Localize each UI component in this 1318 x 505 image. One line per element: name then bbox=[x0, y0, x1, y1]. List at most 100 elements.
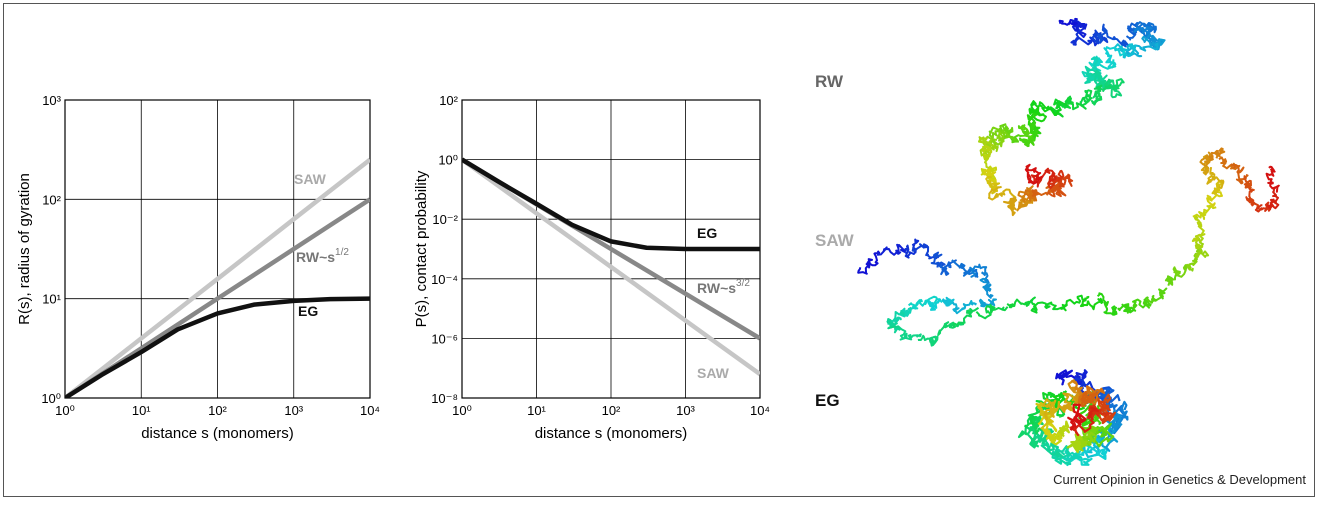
series-exponent: 3/2 bbox=[736, 278, 750, 289]
panel-label: EG bbox=[815, 391, 840, 410]
x-tick-label: 10³ bbox=[676, 403, 695, 418]
y-tick-label: 10⁻² bbox=[432, 212, 458, 227]
polymer-segment bbox=[944, 298, 977, 315]
polymer-segment bbox=[1059, 294, 1087, 312]
polymer-segment bbox=[1091, 69, 1108, 87]
polymer-segment bbox=[1164, 272, 1178, 286]
x-tick-label: 10¹ bbox=[132, 403, 151, 418]
y-tick-label: 10¹ bbox=[42, 292, 61, 307]
polymer-segment bbox=[1024, 163, 1044, 185]
x-axis-label: distance s (monomers) bbox=[535, 425, 688, 442]
x-tick-label: 10⁴ bbox=[360, 403, 380, 418]
y-tick-label: 10² bbox=[42, 192, 61, 207]
y-tick-label: 10⁰ bbox=[41, 391, 61, 406]
x-tick-label: 10³ bbox=[284, 403, 303, 418]
polymer-segment bbox=[982, 168, 997, 185]
polymer-segment bbox=[1266, 187, 1280, 210]
polymer-segment bbox=[1096, 292, 1118, 316]
x-tick-label: 10² bbox=[208, 403, 227, 418]
polymer-segment bbox=[1211, 179, 1224, 195]
polymer-segment bbox=[1003, 197, 1018, 217]
polymer-segment bbox=[1103, 46, 1125, 69]
polymer-segment bbox=[1050, 173, 1074, 188]
polymer-segment bbox=[941, 296, 955, 307]
series-label: EG bbox=[298, 303, 318, 319]
polymer-segment bbox=[1186, 247, 1203, 272]
polymer-segment bbox=[1067, 403, 1087, 431]
polymer-segment bbox=[984, 131, 1005, 149]
polymer-segment bbox=[887, 325, 922, 341]
polymer-segment bbox=[1079, 89, 1093, 107]
polymer-segment bbox=[985, 175, 1001, 195]
polymer-segment bbox=[1097, 23, 1129, 48]
polymer-segment bbox=[939, 259, 957, 276]
polymer-segment bbox=[1243, 175, 1255, 193]
series-name: RW~s bbox=[697, 280, 736, 296]
series-name: EG bbox=[298, 303, 318, 319]
polymer-segment bbox=[975, 304, 1009, 320]
polymer-segment bbox=[1084, 65, 1100, 84]
series-label: SAW bbox=[294, 171, 327, 187]
series-exponent: 1/2 bbox=[335, 247, 349, 258]
polymer-segment bbox=[1090, 84, 1103, 106]
polymer-segment bbox=[1009, 124, 1032, 144]
polymer-segment bbox=[1028, 106, 1047, 123]
polymer-segment bbox=[1086, 404, 1112, 419]
series-label: EG bbox=[697, 225, 717, 241]
credit: Current Opinion in Genetics & Developmen… bbox=[1053, 472, 1306, 487]
series-name: SAW bbox=[697, 365, 730, 381]
polymer-segment bbox=[1254, 201, 1273, 213]
polymer-segment bbox=[1019, 134, 1035, 148]
y-tick-label: 10⁻⁶ bbox=[431, 331, 458, 346]
polymer-segment bbox=[1199, 151, 1213, 167]
series-name: RW~s bbox=[296, 249, 335, 265]
series-label: RW~s1/2 bbox=[296, 247, 349, 265]
polymer-segment bbox=[899, 306, 912, 318]
polymer-segment bbox=[1079, 295, 1104, 311]
series-label: SAW bbox=[697, 365, 730, 381]
polymer-segment bbox=[904, 238, 920, 259]
polymer-segment bbox=[1070, 29, 1100, 47]
figure-border bbox=[3, 3, 1315, 497]
polymer-segment bbox=[1230, 163, 1249, 185]
polymer-segment bbox=[917, 334, 939, 347]
polymer-segment bbox=[951, 259, 979, 278]
polymer-segment bbox=[1245, 187, 1261, 210]
polymer-segment bbox=[1055, 369, 1083, 386]
series-name: SAW bbox=[294, 171, 327, 187]
y-axis-label: P(s), contact probability bbox=[413, 170, 430, 327]
polymer-segment bbox=[1047, 169, 1065, 190]
polymer-segment bbox=[1049, 98, 1069, 118]
polymer-segment bbox=[1006, 296, 1036, 309]
polymer-segment bbox=[1047, 181, 1067, 198]
polymer-segment bbox=[969, 263, 990, 284]
y-tick-label: 10⁻⁴ bbox=[431, 272, 458, 287]
polymer-segment bbox=[1206, 166, 1225, 189]
x-axis-label: distance s (monomers) bbox=[141, 425, 294, 442]
polymer-segment bbox=[1088, 55, 1117, 70]
polymer-segment bbox=[1218, 156, 1241, 171]
polymer-segment bbox=[857, 250, 881, 275]
polymer-segment bbox=[1208, 147, 1226, 162]
polymer-segment bbox=[1077, 437, 1102, 459]
panel-label: RW bbox=[815, 72, 844, 91]
y-tick-label: 10⁻⁸ bbox=[431, 391, 458, 406]
y-tick-label: 10³ bbox=[42, 93, 61, 108]
polymer-segment bbox=[930, 251, 946, 269]
x-tick-label: 10⁰ bbox=[55, 403, 75, 418]
series-name: EG bbox=[697, 225, 717, 241]
x-tick-label: 10⁰ bbox=[452, 403, 472, 418]
polymer-segment bbox=[1030, 100, 1062, 116]
polymer-segment bbox=[1059, 95, 1087, 111]
polymer-segment bbox=[1192, 204, 1217, 220]
series-line bbox=[65, 157, 370, 398]
polymer-segment bbox=[1117, 303, 1137, 314]
polymer-segment bbox=[1265, 165, 1280, 193]
polymer-segment bbox=[1097, 400, 1116, 425]
polymer-segment bbox=[1194, 233, 1204, 250]
polymer-segment bbox=[907, 295, 938, 310]
polymer-segment bbox=[1027, 121, 1039, 142]
polymer-segment bbox=[1069, 433, 1083, 454]
polymer-segment bbox=[1132, 21, 1157, 40]
